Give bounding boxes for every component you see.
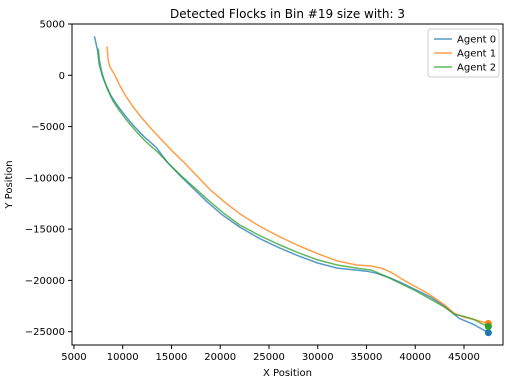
x-tick-label: 45000 bbox=[448, 352, 480, 363]
y-tick-label: −25000 bbox=[25, 327, 65, 338]
x-axis-title: X Position bbox=[263, 368, 312, 379]
y-tick-label: −5000 bbox=[31, 122, 65, 133]
x-tick-label: 5000 bbox=[61, 352, 86, 363]
legend: Agent 0 Agent 1 Agent 2 bbox=[428, 29, 499, 77]
x-tick-label: 35000 bbox=[351, 352, 383, 363]
series-end-marker-agent-0 bbox=[485, 329, 492, 336]
series-end-marker-agent-2 bbox=[485, 323, 492, 330]
series-line-agent-2 bbox=[98, 49, 488, 327]
x-tick-label: 40000 bbox=[399, 352, 431, 363]
x-tick-label: 25000 bbox=[253, 352, 285, 363]
chart-title: Detected Flocks in Bin #19 size with: 3 bbox=[170, 7, 405, 21]
series-layer bbox=[94, 36, 491, 336]
y-tick-label: −20000 bbox=[25, 276, 65, 287]
x-tick-label: 30000 bbox=[302, 352, 334, 363]
ticks-layer: 5000 10000 15000 20000 25000 30000 35000 40000 4… bbox=[25, 20, 480, 364]
legend-label-agent-1: Agent 1 bbox=[457, 49, 496, 60]
y-tick-label: −15000 bbox=[25, 225, 65, 236]
y-tick-label: 0 bbox=[59, 71, 65, 82]
x-tick-label: 10000 bbox=[107, 352, 139, 363]
legend-label-agent-2: Agent 2 bbox=[457, 63, 496, 74]
series-line-agent-0 bbox=[94, 36, 488, 332]
x-tick-label: 15000 bbox=[156, 352, 188, 363]
y-axis-title: Y Position bbox=[4, 160, 15, 209]
series-line-agent-1 bbox=[107, 47, 488, 324]
x-tick-label: 20000 bbox=[204, 352, 236, 363]
y-tick-label: 5000 bbox=[40, 20, 65, 31]
y-tick-label: −10000 bbox=[25, 173, 65, 184]
legend-label-agent-0: Agent 0 bbox=[457, 35, 496, 46]
